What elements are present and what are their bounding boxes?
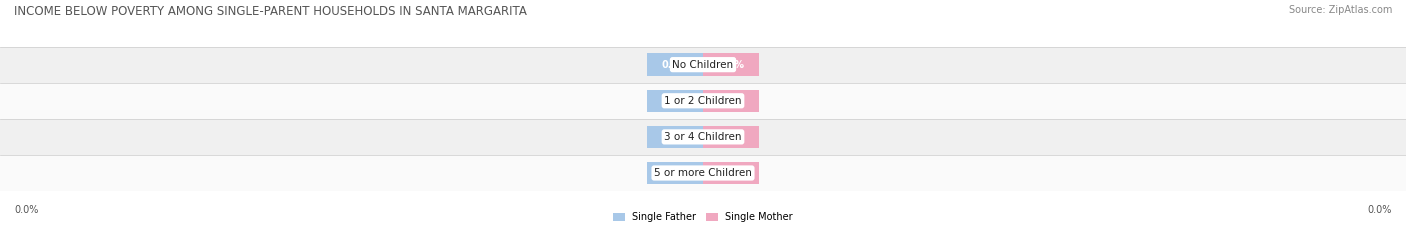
Bar (647, 162, 703, 184)
Text: 0.0%: 0.0% (661, 60, 689, 70)
Text: 3 or 4 Children: 3 or 4 Children (664, 132, 742, 142)
Bar (647, 53, 703, 76)
Bar (0, 119, 1406, 155)
Bar (703, 89, 759, 112)
Text: 5 or more Children: 5 or more Children (654, 168, 752, 178)
Text: INCOME BELOW POVERTY AMONG SINGLE-PARENT HOUSEHOLDS IN SANTA MARGARITA: INCOME BELOW POVERTY AMONG SINGLE-PARENT… (14, 5, 527, 18)
Text: 0.0%: 0.0% (717, 96, 745, 106)
Text: 0.0%: 0.0% (661, 96, 689, 106)
Bar (647, 89, 703, 112)
Bar (703, 53, 759, 76)
Text: 0.0%: 0.0% (717, 132, 745, 142)
Bar (703, 126, 759, 148)
Legend: Single Father, Single Mother: Single Father, Single Mother (609, 208, 797, 226)
Text: 0.0%: 0.0% (1368, 205, 1392, 215)
Bar (0, 47, 1406, 83)
Bar (0, 83, 1406, 119)
Text: 1 or 2 Children: 1 or 2 Children (664, 96, 742, 106)
Text: 0.0%: 0.0% (661, 168, 689, 178)
Bar (647, 126, 703, 148)
Bar (0, 155, 1406, 191)
Text: 0.0%: 0.0% (661, 132, 689, 142)
Text: No Children: No Children (672, 60, 734, 70)
Bar (703, 162, 759, 184)
Text: 0.0%: 0.0% (717, 168, 745, 178)
Text: 0.0%: 0.0% (14, 205, 38, 215)
Text: Source: ZipAtlas.com: Source: ZipAtlas.com (1288, 5, 1392, 15)
Text: 0.0%: 0.0% (717, 60, 745, 70)
